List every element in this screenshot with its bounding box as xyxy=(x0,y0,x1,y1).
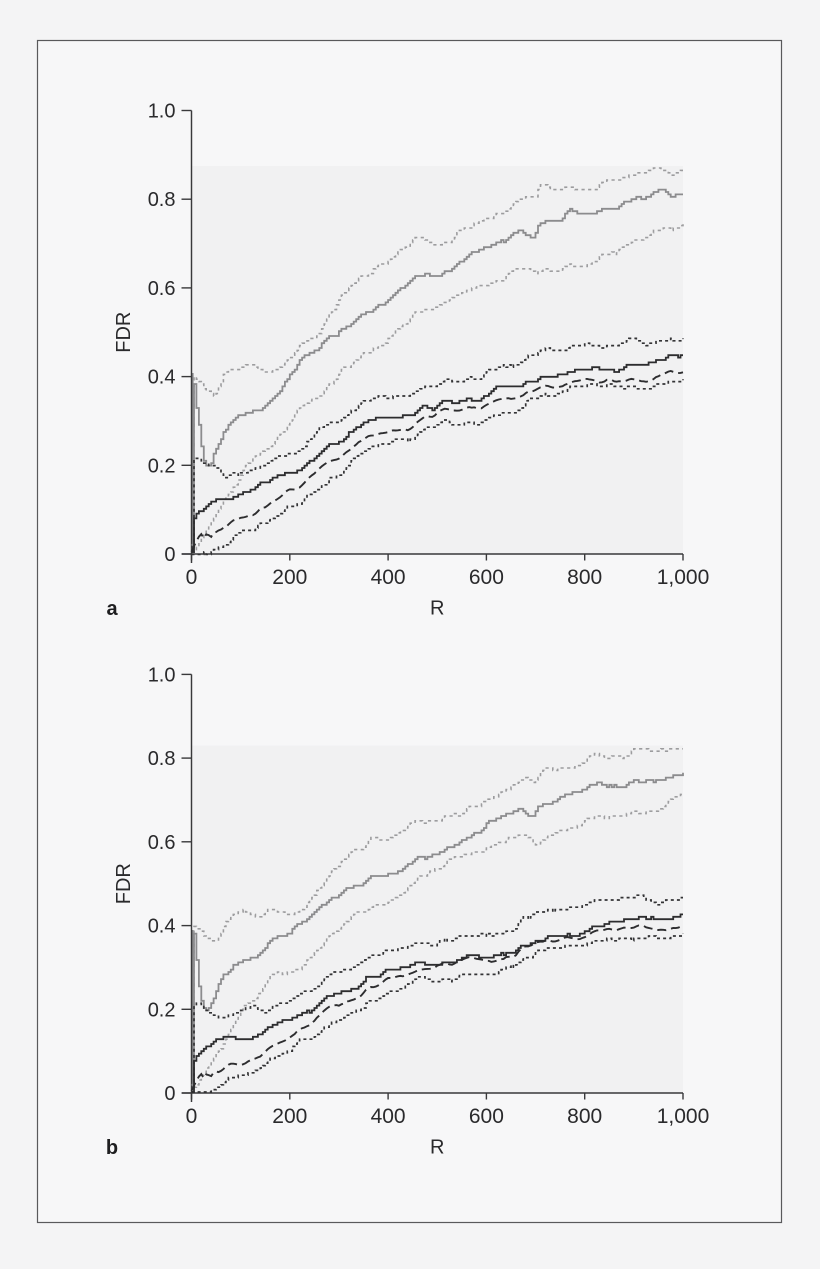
svg-text:600: 600 xyxy=(469,1105,504,1128)
svg-text:400: 400 xyxy=(371,566,406,589)
svg-text:0: 0 xyxy=(186,566,198,589)
svg-text:1,000: 1,000 xyxy=(657,1105,710,1128)
svg-text:b: b xyxy=(106,1137,118,1159)
svg-text:1,000: 1,000 xyxy=(657,566,710,589)
svg-text:800: 800 xyxy=(567,1105,602,1128)
svg-text:FDR: FDR xyxy=(113,863,135,904)
svg-text:0.2: 0.2 xyxy=(148,455,176,477)
svg-text:0: 0 xyxy=(186,1105,198,1128)
svg-text:600: 600 xyxy=(469,566,504,589)
svg-text:800: 800 xyxy=(567,566,602,589)
svg-text:0: 0 xyxy=(164,1083,175,1105)
svg-text:0.8: 0.8 xyxy=(148,748,176,770)
svg-text:0.4: 0.4 xyxy=(148,916,176,938)
svg-text:1.0: 1.0 xyxy=(148,101,176,123)
svg-text:R: R xyxy=(430,1137,444,1159)
svg-text:0.2: 0.2 xyxy=(148,999,176,1021)
svg-text:0.4: 0.4 xyxy=(148,367,176,389)
svg-text:0.6: 0.6 xyxy=(148,832,176,854)
svg-text:200: 200 xyxy=(272,1105,307,1128)
svg-text:a: a xyxy=(106,598,118,620)
svg-text:200: 200 xyxy=(272,566,307,589)
svg-text:0.8: 0.8 xyxy=(148,189,176,211)
svg-text:0: 0 xyxy=(164,544,175,566)
svg-text:1.0: 1.0 xyxy=(148,664,176,686)
svg-text:FDR: FDR xyxy=(113,312,135,353)
svg-text:400: 400 xyxy=(371,1105,406,1128)
svg-text:0.6: 0.6 xyxy=(148,278,176,300)
svg-text:R: R xyxy=(430,598,444,620)
